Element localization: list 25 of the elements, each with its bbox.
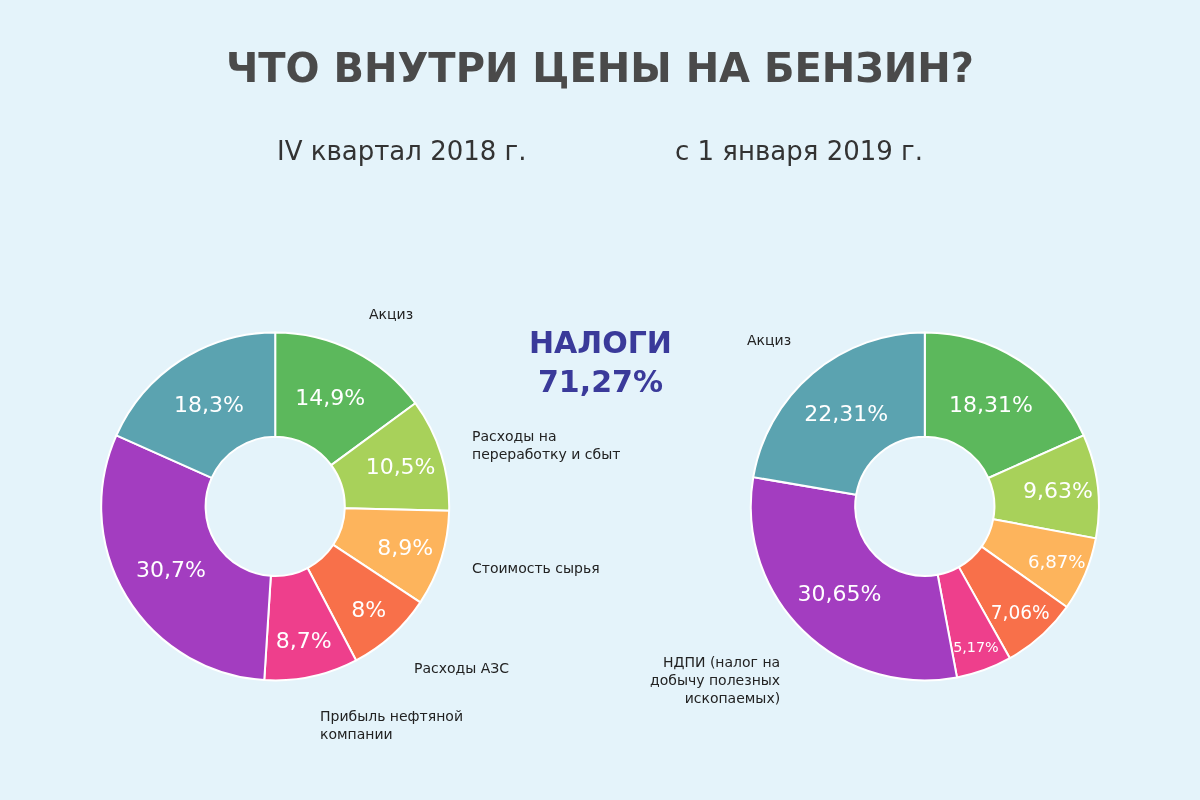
data-label: 9,63% [1022,478,1093,504]
data-label: 10,5% [365,454,436,480]
data-label: 5,17% [953,639,999,656]
data-label: 6,87% [1027,551,1086,573]
data-label: 30,7% [136,556,206,582]
slice-label: Расходы на переработку и сбыт [472,428,621,463]
chart-subtitle: с 1 января 2019 г. [675,136,924,166]
text: НАЛОГИ 71,27% [529,325,672,399]
slice-label: Стоимость сырья [472,560,600,576]
data-label: 8,7% [275,627,332,653]
data-label: 18,31% [949,391,1034,417]
chart-title: ЧТО ВНУТРИ ЦЕНЫ НА БЕНЗИН? [226,45,974,91]
chart-subtitle: IV квартал 2018 г. [277,136,527,166]
data-label: 8,9% [377,534,434,560]
slice-label: Расходы АЗС [414,660,510,676]
slice-label: Акциз [747,332,792,348]
data-label: 30,65% [797,580,882,606]
slice-label: НДПИ (налог на добычу полезных ископаемых) [650,654,781,707]
slice-label: Прибыль нефтяной компании [320,708,463,743]
slice-label: Акциз [369,306,414,322]
data-label: 18,3% [174,391,244,417]
data-label: 7,06% [990,601,1050,623]
data-label: 22,31% [804,400,889,426]
data-label: 8% [351,597,387,623]
data-label: 14,9% [295,385,366,411]
